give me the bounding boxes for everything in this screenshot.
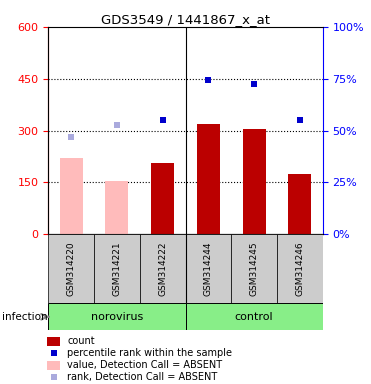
Bar [94, 234, 140, 303]
Text: GSM314221: GSM314221 [112, 242, 121, 296]
Bar [47, 361, 60, 370]
Bar [48, 303, 186, 330]
Text: count: count [68, 336, 95, 346]
Bar [197, 124, 220, 234]
Text: value, Detection Call = ABSENT: value, Detection Call = ABSENT [68, 360, 223, 370]
Title: GDS3549 / 1441867_x_at: GDS3549 / 1441867_x_at [101, 13, 270, 26]
Bar [140, 234, 186, 303]
Text: GSM314245: GSM314245 [250, 242, 259, 296]
Bar [47, 337, 60, 346]
Bar [243, 129, 266, 234]
Bar [105, 181, 128, 234]
Bar [48, 234, 94, 303]
Text: infection: infection [2, 312, 47, 322]
Bar [231, 234, 277, 303]
Text: norovirus: norovirus [91, 312, 143, 322]
Bar [289, 174, 311, 234]
Bar [60, 158, 82, 234]
Text: rank, Detection Call = ABSENT: rank, Detection Call = ABSENT [68, 372, 218, 382]
Text: GSM314246: GSM314246 [295, 242, 304, 296]
Text: control: control [235, 312, 273, 322]
Text: GSM314220: GSM314220 [67, 242, 76, 296]
Bar [151, 164, 174, 234]
Bar [277, 234, 323, 303]
Bar [186, 234, 231, 303]
Text: GSM314222: GSM314222 [158, 242, 167, 296]
Text: percentile rank within the sample: percentile rank within the sample [68, 348, 233, 358]
Bar [186, 303, 323, 330]
Text: GSM314244: GSM314244 [204, 242, 213, 296]
